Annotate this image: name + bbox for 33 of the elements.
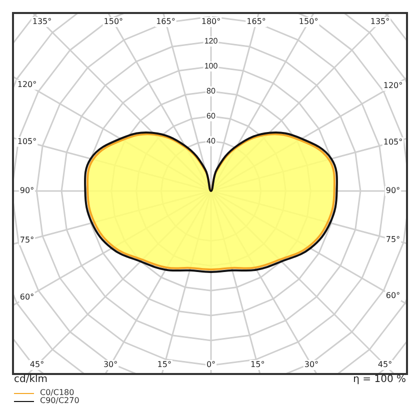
spoke-label: 30° <box>103 360 118 370</box>
spoke-label: 30° <box>304 360 319 370</box>
spoke-label: 165° <box>246 17 266 26</box>
spoke-label: 135° <box>370 17 390 26</box>
text: η = 100 % <box>353 374 406 385</box>
y-tick-label: 120 <box>204 36 218 46</box>
legend-label: C90/C270 <box>40 396 80 405</box>
y-tick-label: 60 <box>206 111 216 120</box>
spoke-label: 45° <box>378 360 392 370</box>
spoke-label: 120° <box>383 81 403 90</box>
spoke-label: 60° <box>386 291 400 300</box>
spoke-label: 180° <box>201 17 221 26</box>
spoke-label: 0° <box>206 360 216 370</box>
spoke-label: 45° <box>30 360 44 370</box>
legend-label: C0/C180 <box>40 388 74 397</box>
spoke-label: 90° <box>20 186 34 196</box>
spoke-label: 90° <box>386 186 400 196</box>
spoke-label: 75° <box>20 235 34 244</box>
spoke-label: 150° <box>104 17 124 26</box>
spoke-label: 60° <box>20 292 34 302</box>
spoke-label: 75° <box>386 234 400 244</box>
spoke-label: 165° <box>156 17 176 26</box>
spoke-label: 120° <box>17 80 37 89</box>
text: cd/klm <box>14 374 48 385</box>
spoke-label: 15° <box>250 360 265 370</box>
spoke-label: 105° <box>17 136 37 146</box>
spoke-label: 150° <box>298 17 318 26</box>
y-tick-label: 100 <box>204 62 218 71</box>
spoke-label: 15° <box>157 360 172 370</box>
spoke-label: 135° <box>32 17 52 26</box>
y-tick-label: 40 <box>206 136 216 146</box>
y-tick-label: 80 <box>206 86 216 96</box>
spoke-label: 105° <box>383 137 403 146</box>
